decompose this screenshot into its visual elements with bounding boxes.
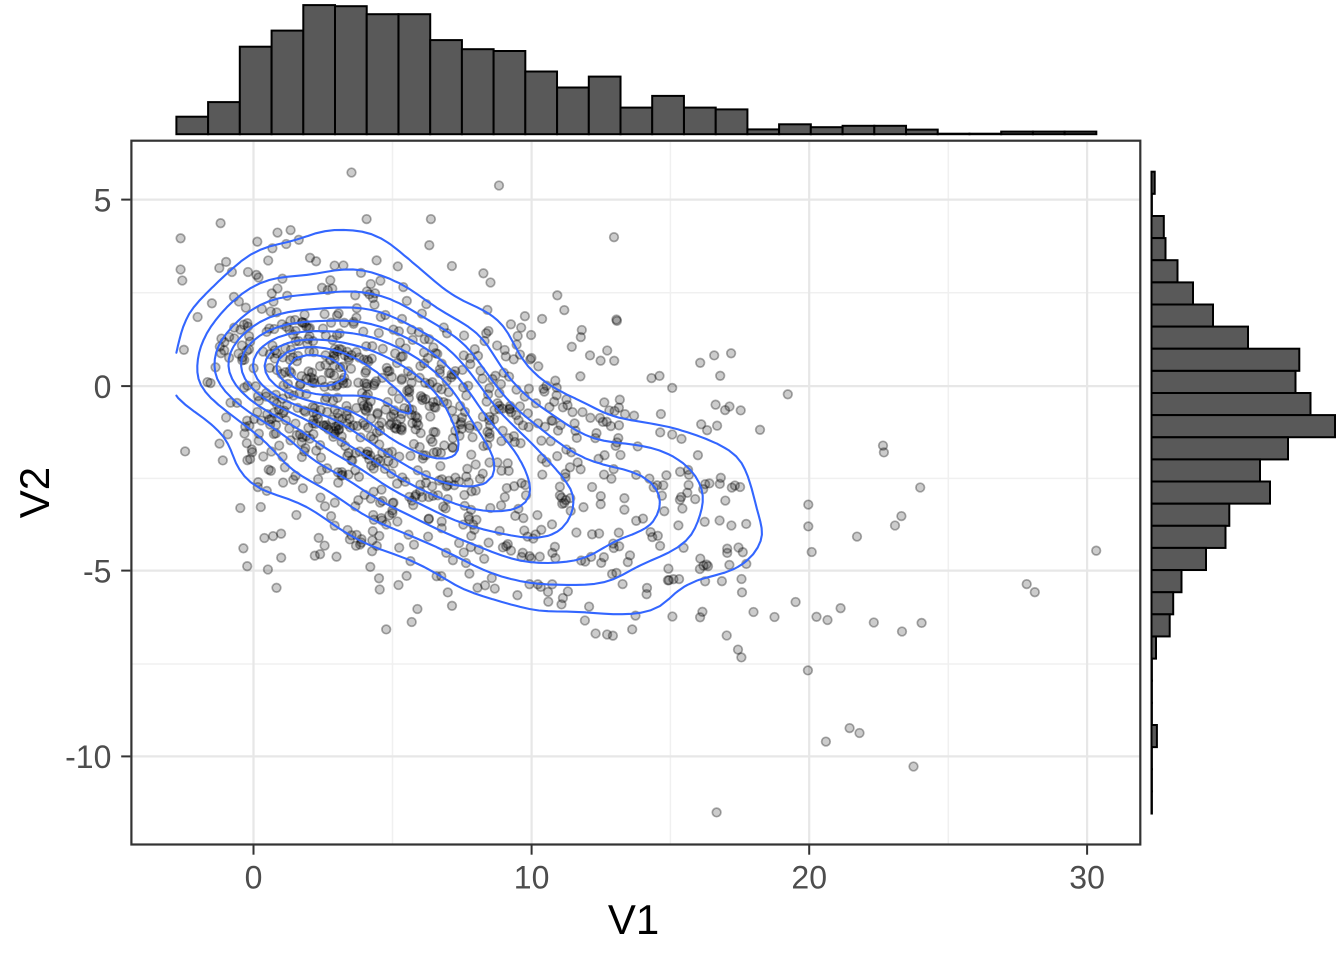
svg-text:20: 20 — [791, 860, 827, 896]
svg-text:30: 30 — [1069, 860, 1105, 896]
svg-text:-5: -5 — [83, 553, 111, 589]
svg-text:V1: V1 — [608, 896, 659, 943]
svg-text:5: 5 — [94, 182, 112, 218]
svg-text:-10: -10 — [65, 739, 111, 775]
svg-text:0: 0 — [245, 860, 263, 896]
svg-text:0: 0 — [94, 369, 112, 405]
svg-text:V2: V2 — [11, 467, 58, 518]
svg-text:10: 10 — [514, 860, 550, 896]
